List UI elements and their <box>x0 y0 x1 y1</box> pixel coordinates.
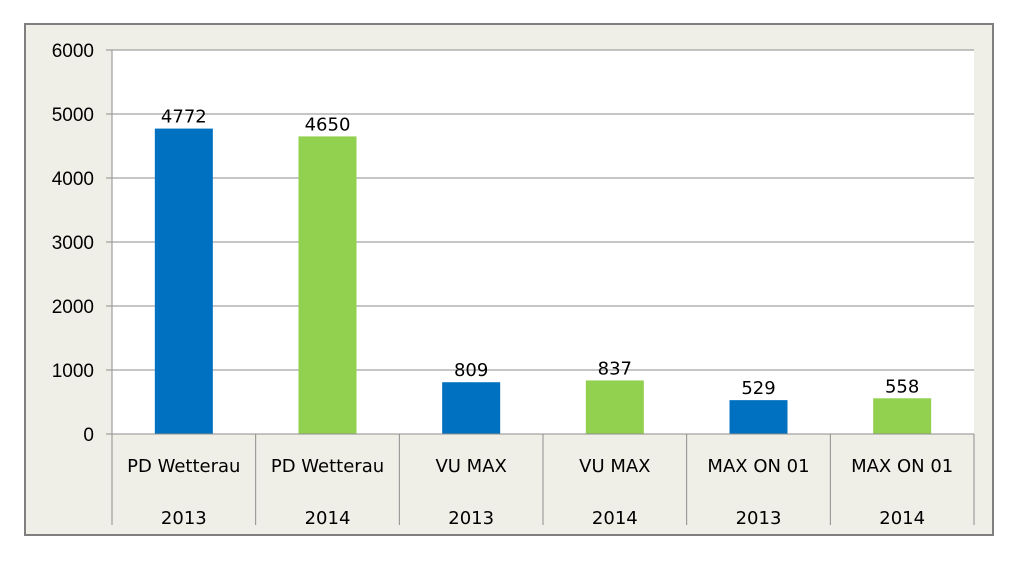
x-tick-label: 2013 <box>736 508 782 529</box>
data-label: 529 <box>741 378 775 399</box>
x-tick-label: 2014 <box>592 508 638 529</box>
chart-frame: 0 1000 2000 3000 4000 5000 6000 4772 4650 809 837… <box>24 23 994 536</box>
data-labels: 4772 4650 809 837 529 558 <box>161 107 919 400</box>
x-tick-label: 2014 <box>305 508 351 529</box>
y-tick-label: 4000 <box>52 169 94 190</box>
data-label: 809 <box>454 360 488 381</box>
bars <box>154 128 932 434</box>
data-label: 558 <box>885 376 919 397</box>
bar <box>298 136 357 434</box>
y-tick-label: 5000 <box>52 105 94 126</box>
x-tick-label: PD Wetterau <box>271 456 384 477</box>
bar <box>873 398 932 434</box>
x-tick-label: 2013 <box>161 508 207 529</box>
bar-chart: 0 1000 2000 3000 4000 5000 6000 4772 4650 809 837… <box>52 41 975 529</box>
x-axis: PD Wetterau 2013 PD Wetterau 2014 VU MAX 2013… <box>111 433 975 529</box>
x-tick-label: VU MAX <box>579 456 650 477</box>
data-label: 837 <box>598 358 632 379</box>
y-axis-tick-labels: 0 1000 2000 3000 4000 5000 6000 <box>52 41 112 446</box>
y-tick-label: 6000 <box>52 41 94 62</box>
gridlines <box>111 49 974 434</box>
bar <box>585 380 644 434</box>
x-tick-label: 2014 <box>879 508 925 529</box>
x-tick-label: MAX ON 01 <box>851 456 953 477</box>
y-tick-label: 1000 <box>52 361 94 382</box>
y-tick-label: 3000 <box>52 233 94 254</box>
data-label: 4772 <box>161 107 207 128</box>
bar <box>154 128 213 434</box>
x-tick-label: VU MAX <box>435 456 506 477</box>
bar <box>729 400 788 434</box>
bar <box>442 382 501 434</box>
y-tick-label: 0 <box>83 425 94 446</box>
x-tick-label: 2013 <box>448 508 494 529</box>
x-tick-label: MAX ON 01 <box>707 456 809 477</box>
data-label: 4650 <box>305 114 351 135</box>
x-tick-label: PD Wetterau <box>127 456 240 477</box>
y-tick-label: 2000 <box>52 297 94 318</box>
